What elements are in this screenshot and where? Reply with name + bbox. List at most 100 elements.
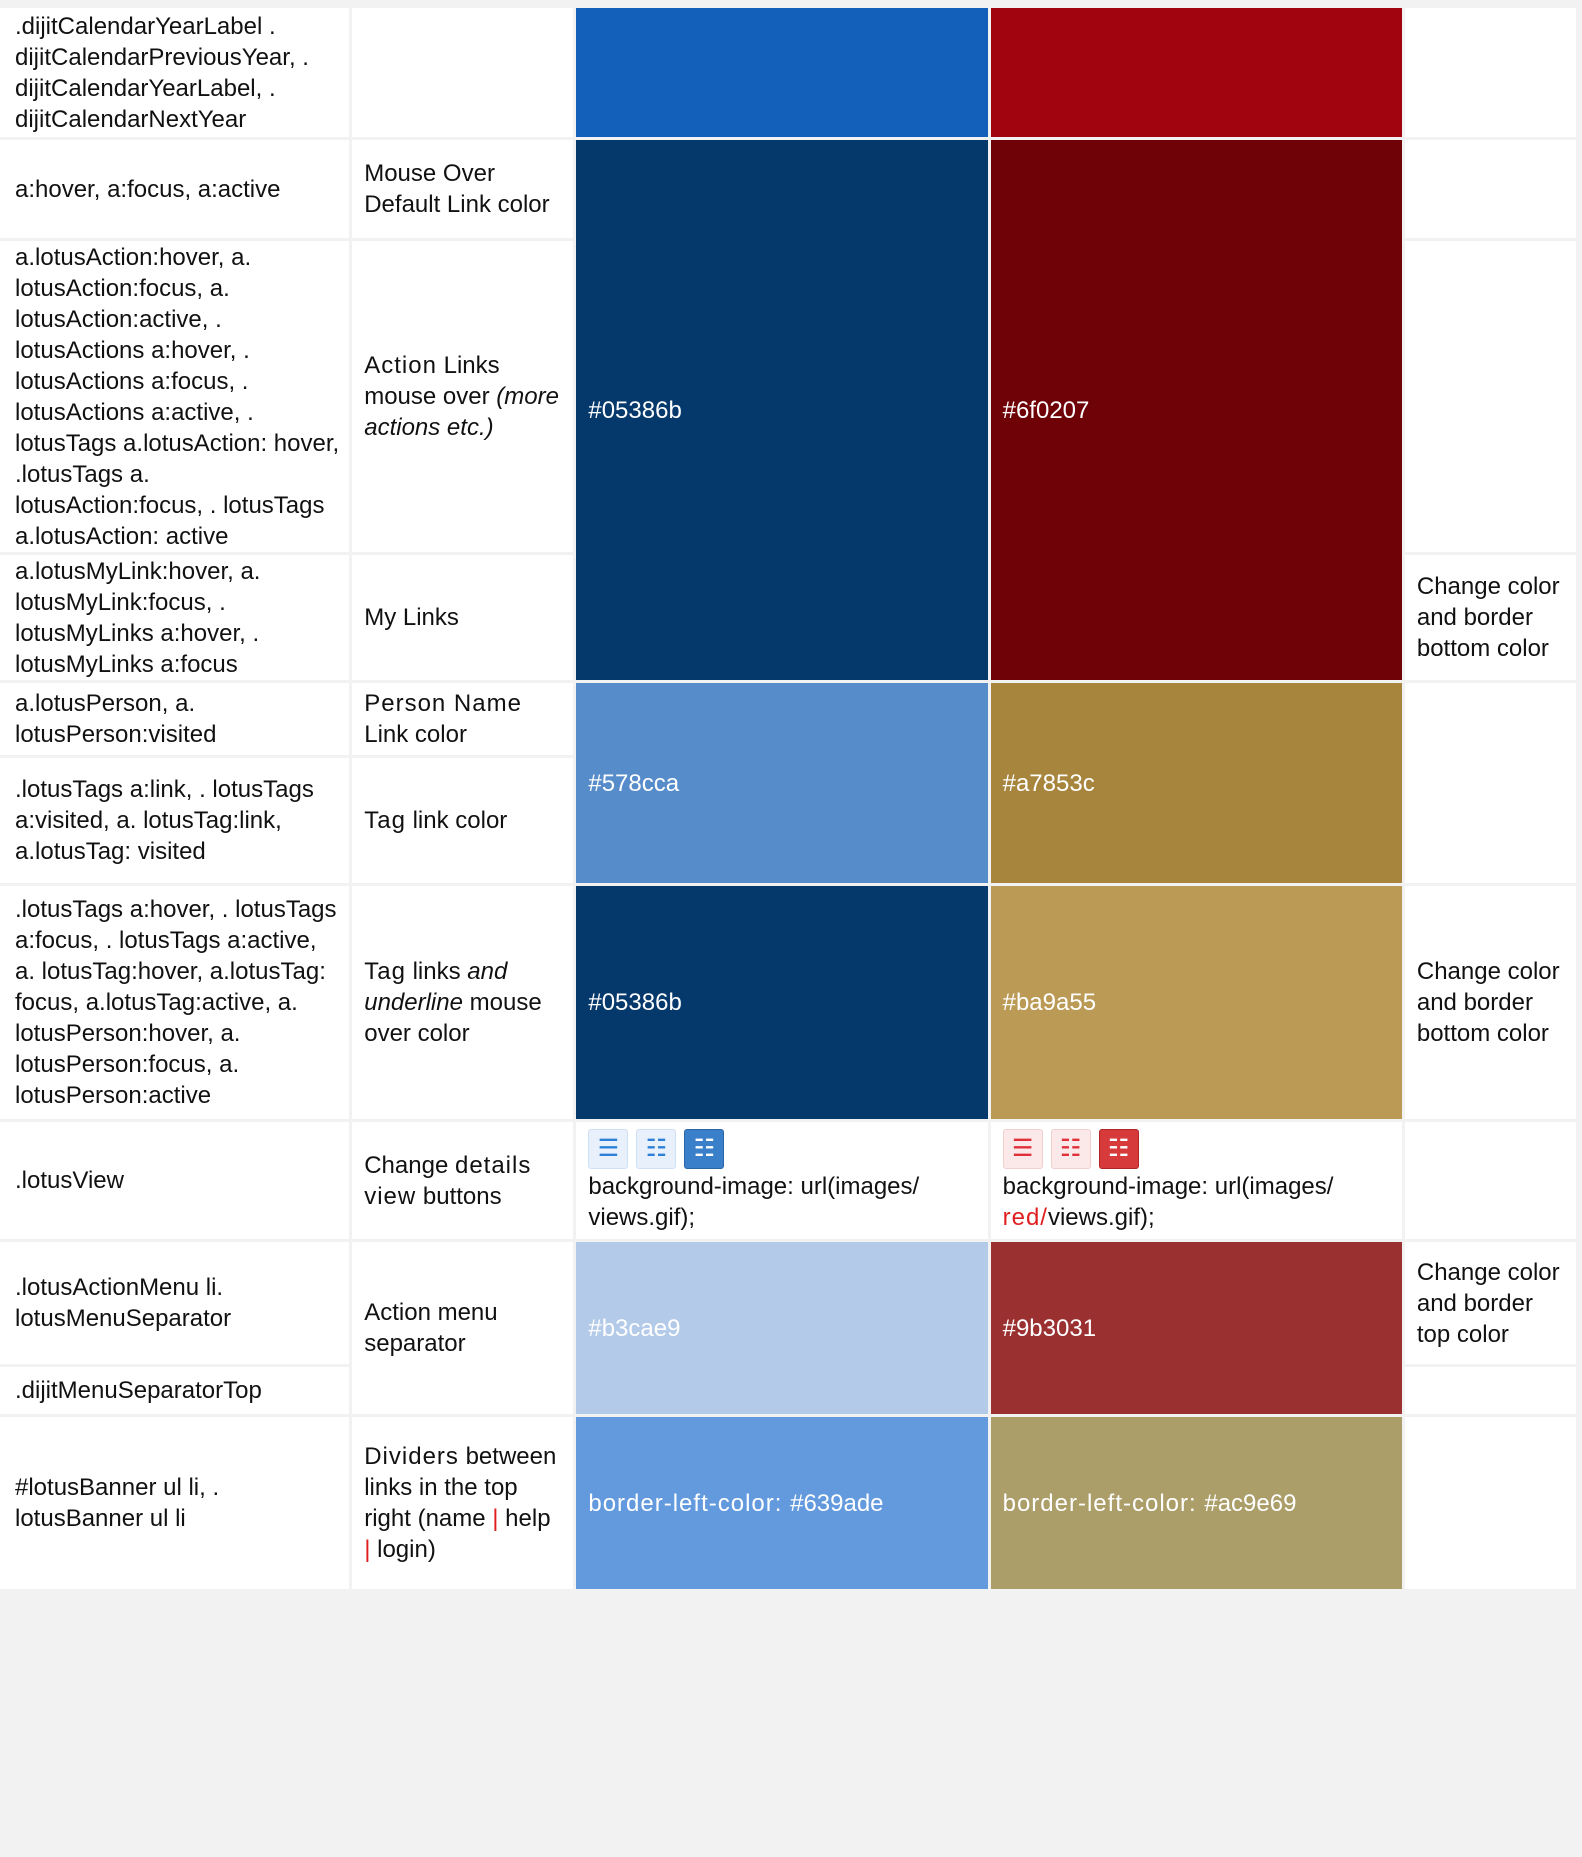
description-prefix: Dividers bbox=[364, 1443, 459, 1470]
selector-cell: a.lotusMyLink:hover, a. lotusMyLink:focu… bbox=[0, 555, 350, 680]
details-view-icon: ☷ bbox=[684, 1128, 725, 1169]
selector-cell: a:hover, a:focus, a:active bbox=[0, 140, 350, 238]
notes-cell bbox=[1404, 1122, 1576, 1239]
selector-cell: .lotusView bbox=[0, 1122, 350, 1239]
description-end: login) bbox=[370, 1536, 436, 1563]
description-cell bbox=[352, 8, 574, 137]
default-color-swatch: #05386b bbox=[576, 886, 988, 1119]
theme-color-table: .dijitCalendarYearLabel . dijitCalendarP… bbox=[0, 5, 1579, 1592]
default-color-value: #05386b bbox=[588, 396, 682, 424]
default-color-value: #578cca bbox=[588, 769, 680, 797]
red-color-swatch: #6f0207 bbox=[990, 140, 1402, 680]
table-row: #lotusBanner ul li, . lotusBanner ul li … bbox=[0, 1417, 1576, 1589]
red-color-value: #ba9a55 bbox=[1002, 989, 1097, 1016]
description-after: buttons bbox=[416, 1182, 502, 1210]
description-text: between links in the top right (name bbox=[364, 1443, 557, 1532]
table-row: .dijitCalendarYearLabel . dijitCalendarP… bbox=[0, 8, 1576, 137]
table-row: a.lotusPerson, a. lotusPerson:visited Pe… bbox=[0, 683, 1576, 883]
description-cell: Mouse Over Default Link color bbox=[352, 140, 574, 238]
description-cell: Tag link color bbox=[352, 758, 574, 883]
selector-cell: .dijitCalendarYearLabel . dijitCalendarP… bbox=[0, 8, 350, 137]
view-buttons: ☰ ☷ ☷ bbox=[588, 1128, 977, 1169]
notes-cell: Change color and border bottom color bbox=[1404, 886, 1576, 1119]
default-color-value: #05386b bbox=[588, 989, 682, 1016]
red-color-value: #6f0207 bbox=[1002, 396, 1090, 424]
selector-cell: .lotusTags a:link, . lotusTags a:visited… bbox=[0, 758, 350, 883]
notes-cell bbox=[1404, 8, 1576, 137]
description-cell: Person Name Link color bbox=[352, 683, 574, 755]
table-row: a.lotusMyLink:hover, a. lotusMyLink:focu… bbox=[0, 555, 1576, 680]
description-cell: Tag links and underline mouse over color bbox=[352, 886, 574, 1119]
selector-cell: .lotusTags a:hover, . lotusTags a:focus,… bbox=[0, 886, 350, 1119]
notes-cell bbox=[1404, 1367, 1576, 1414]
list-view-icon: ☰ bbox=[1002, 1128, 1043, 1169]
red-color-value: #9b3031 bbox=[1002, 1314, 1097, 1342]
table-row: a.lotusAction:hover, a. lotusAction:focu… bbox=[0, 241, 1576, 552]
selector-cell: a.lotusPerson, a. lotusPerson:visited bbox=[0, 683, 350, 755]
notes-cell bbox=[1404, 1417, 1576, 1589]
default-views-value: background-image: url(images/ views.gif)… bbox=[588, 1172, 920, 1231]
default-color-value: #639ade bbox=[790, 1489, 884, 1517]
notes-cell bbox=[1404, 241, 1576, 552]
description-cell: My Links bbox=[352, 555, 574, 680]
notes-cell bbox=[1404, 683, 1576, 883]
selector-cell: .dijitMenuSeparatorTop bbox=[0, 1367, 350, 1414]
description-cell: Dividers between links in the top right … bbox=[352, 1417, 574, 1589]
table-row: a:hover, a:focus, a:active Mouse Over De… bbox=[0, 140, 1576, 680]
view-buttons: ☰ ☷ ☷ bbox=[1002, 1128, 1392, 1169]
default-color-swatch: border-left-color: #639ade bbox=[576, 1417, 988, 1589]
description-italic: and underline bbox=[364, 958, 508, 1016]
default-color-swatch: #05386b bbox=[576, 140, 988, 680]
red-color-prefix: border-left-color: bbox=[1002, 1489, 1205, 1517]
summary-view-icon: ☷ bbox=[636, 1128, 677, 1169]
red-views-prefix: background-image: url(images/ bbox=[1002, 1172, 1334, 1200]
red-views-cell: ☰ ☷ ☷ background-image: url(images/ red/… bbox=[990, 1122, 1402, 1239]
description-wide: details view bbox=[364, 1151, 532, 1210]
red-color-swatch bbox=[990, 8, 1402, 137]
divider-symbol: | bbox=[492, 1505, 499, 1532]
description-text: link color bbox=[405, 807, 508, 834]
selector-cell: a.lotusAction:hover, a. lotusAction:focu… bbox=[0, 241, 350, 552]
notes-cell bbox=[1404, 140, 1576, 238]
table-row: .lotusActionMenu li. lotusMenuSeparator … bbox=[0, 1242, 1576, 1414]
description-text: Link color bbox=[364, 721, 467, 748]
details-view-icon: ☷ bbox=[1098, 1128, 1139, 1169]
description-cell: Change details view buttons bbox=[352, 1122, 574, 1239]
description-italic: (more actions etc.) bbox=[364, 383, 559, 441]
red-color-swatch: #a7853c bbox=[990, 683, 1402, 883]
table-row: .lotusTags a:link, . lotusTags a:visited… bbox=[0, 758, 1576, 883]
list-view-icon: ☰ bbox=[588, 1128, 629, 1169]
default-color-swatch bbox=[576, 8, 988, 137]
description-prefix: Person Name bbox=[364, 690, 522, 717]
notes-cell: Change color and border bottom color bbox=[1404, 555, 1576, 680]
default-color-value: #b3cae9 bbox=[588, 1314, 681, 1342]
description-mid: help bbox=[498, 1505, 551, 1532]
default-color-swatch: #578cca bbox=[576, 683, 988, 883]
summary-view-icon: ☷ bbox=[1050, 1128, 1091, 1169]
red-color-swatch: #ba9a55 bbox=[990, 886, 1402, 1119]
description-text: links bbox=[405, 958, 468, 985]
description-prefix: Tag bbox=[364, 807, 406, 834]
description-text: Links mouse over bbox=[364, 352, 500, 410]
description-prefix: Change bbox=[364, 1151, 455, 1179]
table-row: .lotusTags a:hover, . lotusTags a:focus,… bbox=[0, 886, 1576, 1119]
description-cell: Action Links mouse over (more actions et… bbox=[352, 241, 574, 552]
notes-cell: Change color and border top color bbox=[1404, 1242, 1576, 1364]
default-views-cell: ☰ ☷ ☷ background-image: url(images/ view… bbox=[576, 1122, 988, 1239]
description-text: Mouse Over Default Link color bbox=[364, 160, 550, 218]
table-row: .lotusView Change details view buttons ☰… bbox=[0, 1122, 1576, 1239]
selector-cell: #lotusBanner ul li, . lotusBanner ul li bbox=[0, 1417, 350, 1589]
description-prefix: Tag bbox=[364, 958, 406, 985]
red-color-swatch: #9b3031 bbox=[990, 1242, 1402, 1414]
default-color-prefix: border-left-color: bbox=[588, 1489, 791, 1517]
red-views-suffix: views.gif); bbox=[1047, 1203, 1155, 1231]
red-views-folder: red/ bbox=[1002, 1203, 1048, 1231]
red-color-swatch: border-left-color: #ac9e69 bbox=[990, 1417, 1402, 1589]
selector-cell: .lotusActionMenu li. lotusMenuSeparator bbox=[0, 1242, 350, 1364]
red-color-value: #a7853c bbox=[1002, 769, 1095, 797]
divider-symbol: | bbox=[364, 1536, 371, 1563]
table-row: .dijitMenuSeparatorTop bbox=[0, 1367, 1576, 1414]
description-prefix: Action bbox=[364, 352, 437, 379]
red-color-value: #ac9e69 bbox=[1204, 1489, 1297, 1517]
description-after: mouse over color bbox=[364, 989, 542, 1047]
